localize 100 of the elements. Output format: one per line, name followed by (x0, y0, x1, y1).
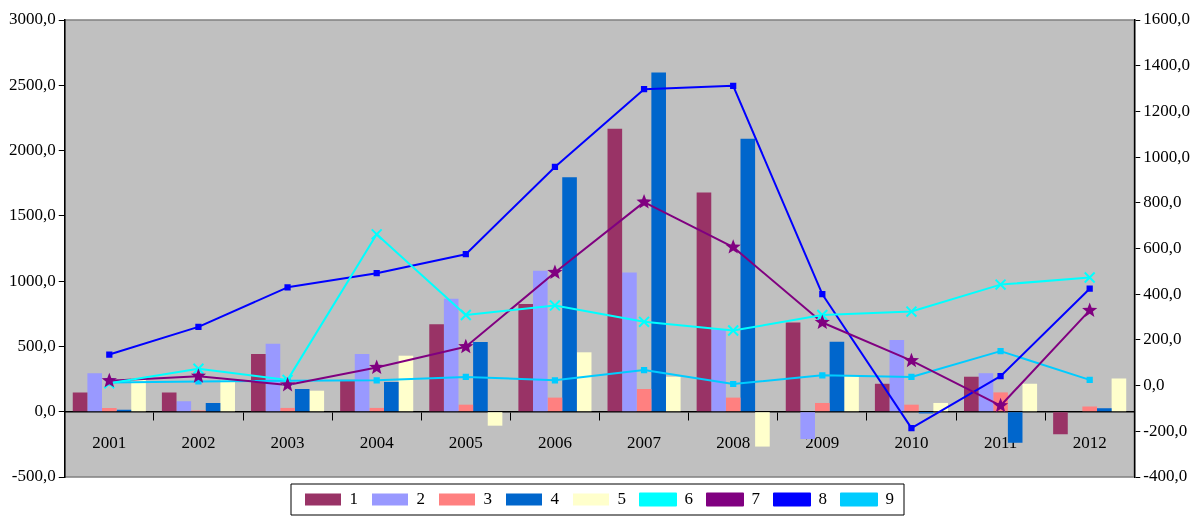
bar (725, 397, 741, 412)
bar (562, 177, 577, 412)
point (640, 86, 648, 93)
y-tick-label: 3000,0 (9, 9, 56, 29)
bar (102, 407, 117, 412)
x-tick-label: 2012 (1072, 433, 1107, 453)
point (458, 338, 474, 354)
bar (487, 412, 503, 426)
point (1086, 285, 1093, 292)
bar (87, 373, 102, 412)
bar (384, 381, 399, 412)
y2-tick-label: 600,0 (1143, 237, 1182, 257)
x-tick-label: 2002 (181, 433, 216, 453)
y2-tick-label: 400,0 (1143, 283, 1182, 303)
point (195, 323, 202, 330)
bar (622, 272, 637, 412)
point (903, 352, 920, 368)
point (638, 315, 651, 328)
point (725, 239, 741, 254)
bar (844, 375, 859, 412)
legend-label: 9 (885, 488, 894, 508)
point (284, 284, 291, 291)
x-tick-label: 2001 (92, 433, 127, 453)
y2-tick-label: -400,0 (1143, 466, 1188, 486)
point (1082, 302, 1098, 317)
bar (607, 128, 623, 412)
y-tick-label: -500,0 (11, 466, 56, 486)
bar (636, 389, 652, 412)
bar (1053, 412, 1068, 435)
y2-tick-label: 1000,0 (1143, 146, 1190, 166)
point (551, 163, 559, 171)
point (462, 251, 469, 258)
y-tick-label: 0,0 (34, 401, 56, 421)
x-tick-label: 2006 (537, 433, 572, 453)
point (908, 424, 915, 432)
y2-tick-label: 1600,0 (1143, 9, 1190, 29)
bar (72, 392, 88, 412)
bar (800, 412, 815, 439)
bar (533, 270, 548, 412)
point (819, 291, 826, 298)
point (192, 362, 205, 375)
bar (785, 322, 801, 412)
bar (665, 376, 681, 412)
bar (829, 341, 845, 412)
point (370, 228, 383, 241)
point (459, 309, 472, 321)
y2-tick-label: 1200,0 (1143, 100, 1190, 120)
point (992, 397, 1009, 413)
point (905, 305, 918, 318)
point (997, 373, 1004, 380)
bar (369, 407, 384, 412)
y2-tick-label: 0,0 (1143, 375, 1165, 395)
point (640, 366, 648, 374)
bar (176, 401, 192, 412)
point (814, 314, 830, 330)
point (373, 377, 380, 384)
bar (280, 407, 295, 412)
y-tick-label: 500,0 (17, 335, 56, 355)
legend-label: 2 (416, 488, 425, 508)
point (730, 82, 737, 89)
legend-label: 7 (751, 488, 761, 508)
point (1083, 271, 1096, 284)
point (908, 373, 915, 381)
bar (518, 303, 534, 412)
bar (1022, 383, 1038, 412)
point (548, 299, 561, 312)
x-tick-label: 2010 (894, 433, 929, 453)
bar (755, 412, 770, 447)
bar (651, 72, 666, 412)
legend-label: 1 (349, 488, 358, 508)
bar (205, 402, 221, 412)
bar (309, 390, 325, 412)
point (730, 380, 737, 388)
x-tick-label: 2005 (448, 433, 483, 453)
x-tick-label: 2008 (716, 433, 751, 453)
point (106, 351, 113, 358)
bar (740, 138, 756, 412)
bar (874, 383, 890, 412)
x-tick-label: 2004 (359, 433, 395, 453)
bar (1111, 378, 1127, 412)
point (547, 264, 563, 279)
point (994, 278, 1007, 291)
bar (904, 404, 919, 412)
bar (1097, 408, 1112, 412)
point (551, 377, 559, 384)
point (462, 373, 469, 381)
legend-label: 5 (617, 488, 626, 508)
bar (815, 402, 830, 412)
y2-tick-label: 200,0 (1143, 329, 1182, 349)
legend-label: 8 (818, 488, 827, 508)
point (819, 372, 826, 379)
y-tick-label: 2500,0 (9, 74, 56, 94)
point (727, 324, 740, 337)
x-tick-label: 2009 (805, 433, 840, 453)
x-tick-label: 2007 (627, 433, 662, 453)
point (101, 372, 117, 388)
bar (429, 324, 444, 412)
legend-label: 3 (483, 488, 492, 508)
point (1086, 376, 1093, 384)
y-tick-label: 1000,0 (9, 270, 56, 290)
